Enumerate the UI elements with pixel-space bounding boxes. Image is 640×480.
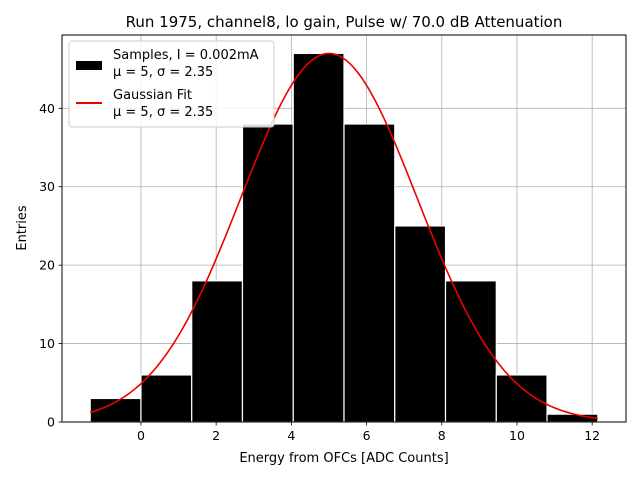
- histogram-bar: [140, 374, 193, 423]
- x-axis-label: Energy from OFCs [ADC Counts]: [239, 451, 448, 466]
- histogram-bar: [394, 225, 447, 423]
- x-tick-label: 2: [212, 428, 220, 443]
- legend-samples-swatch: [76, 61, 102, 70]
- x-tick-label: 8: [438, 428, 446, 443]
- y-tick-label: 30: [39, 179, 55, 194]
- histogram-bars: [89, 52, 599, 423]
- histogram-bar: [292, 52, 345, 423]
- y-tick-label: 40: [39, 101, 55, 116]
- y-tick-label: 20: [39, 258, 55, 273]
- histogram-bar: [343, 123, 396, 423]
- legend-fit-stats: μ = 5, σ = 2.35: [113, 105, 213, 120]
- histogram-bar: [495, 374, 548, 423]
- x-tick-label: 12: [584, 428, 600, 443]
- legend-box: [68, 40, 275, 128]
- plot-frame: [61, 34, 627, 423]
- x-tick-label: 4: [287, 428, 295, 443]
- legend-samples-stats: μ = 5, σ = 2.35: [113, 65, 213, 80]
- legend-samples-label: Samples, I = 0.002mA: [113, 48, 259, 63]
- y-tick-label: 0: [47, 415, 55, 430]
- chart-title: Run 1975, channel8, lo gain, Pulse w/ 70…: [126, 13, 563, 31]
- legend-fit-label: Gaussian Fit: [113, 88, 192, 103]
- x-tick-label: 6: [363, 428, 371, 443]
- y-axis-label: Entries: [15, 205, 30, 251]
- histogram-bar: [444, 280, 497, 423]
- x-tick-label: 10: [509, 428, 525, 443]
- legend: Samples, I = 0.002mA μ = 5, σ = 2.35 Gau…: [68, 40, 275, 128]
- histogram-bar: [241, 123, 294, 423]
- axis-ticks: 0 2 4 6 8 10 12 0 10 20 30 40: [39, 101, 600, 443]
- y-tick-label: 10: [39, 336, 55, 351]
- gaussian-fit-curve: [89, 52, 598, 420]
- histogram-bar: [191, 280, 244, 423]
- x-tick-label: 0: [137, 428, 145, 443]
